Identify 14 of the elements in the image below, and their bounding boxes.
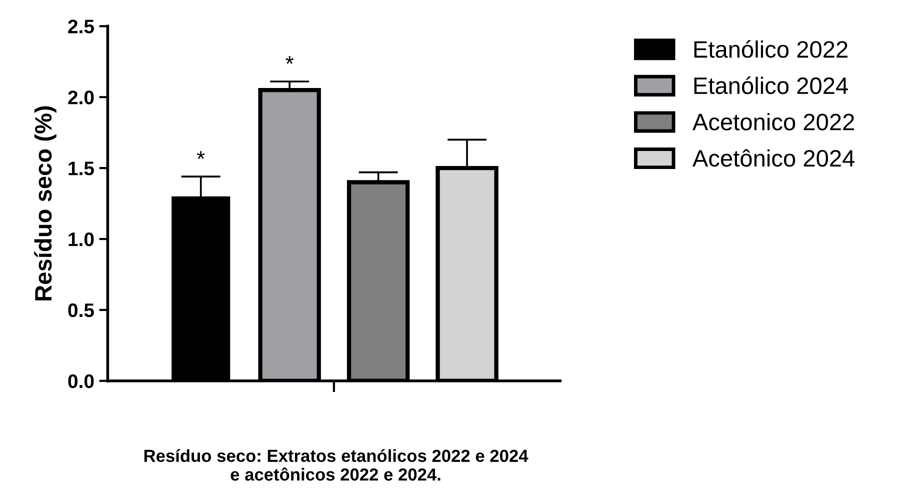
y-tick-label: 0.0 xyxy=(68,374,94,388)
annotation: * xyxy=(286,56,294,64)
text: Resíduo seco: Extratos etanólicos 2022 e 2024 e acetônicos 2022 e 2024. xyxy=(144,449,528,481)
y-tick-label: 1.0 xyxy=(68,232,94,246)
y-tick-label: 0.5 xyxy=(68,303,94,318)
annotation: * xyxy=(196,151,205,159)
y-tick-label: 2.5 xyxy=(68,20,94,34)
legend-label: Etanólico 2024 xyxy=(694,76,848,94)
legend-label: Acetonico 2022 xyxy=(692,113,854,130)
y-axis-title: Resíduo seco (%) xyxy=(34,106,56,300)
y-tick-label: 1.5 xyxy=(68,162,94,176)
legend-label: Acetônico 2024 xyxy=(692,149,854,167)
y-tick-label: 2.0 xyxy=(68,90,94,104)
legend-label: Etanólico 2022 xyxy=(694,40,848,58)
